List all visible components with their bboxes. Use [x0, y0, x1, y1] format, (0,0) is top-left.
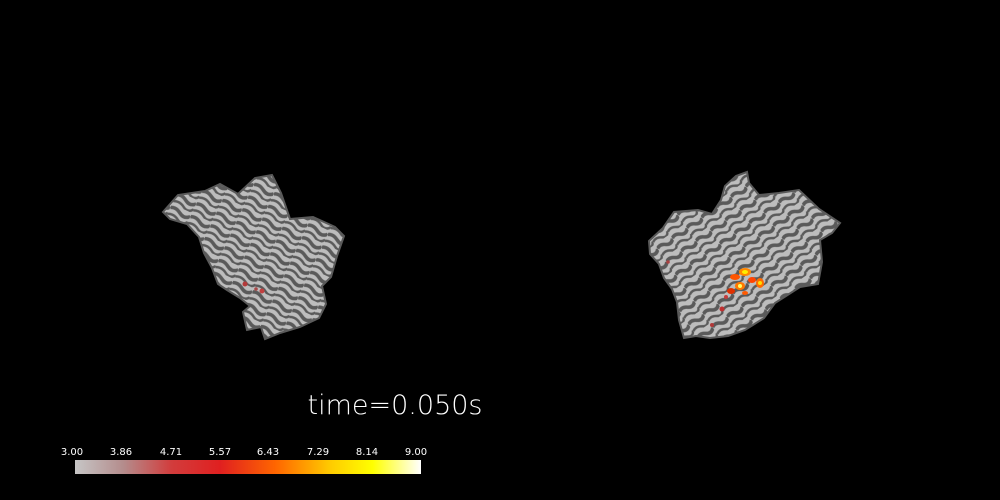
- colorbar-tick: 3.86: [109, 447, 133, 458]
- colorbar-tick: 3.00: [60, 447, 84, 458]
- colorbar-tick: 8.14: [355, 447, 379, 458]
- colorbar-tick: 6.43: [256, 447, 280, 458]
- colorbar-tick: 7.29: [306, 447, 330, 458]
- colorbar-tick: 9.00: [404, 447, 428, 458]
- colorbar: [75, 460, 421, 474]
- right-hemisphere-flatmap: [647, 170, 842, 340]
- time-label: time=0.050s: [307, 390, 483, 421]
- activation-cluster: [666, 260, 764, 327]
- left-hemisphere-flatmap: [161, 173, 346, 341]
- colorbar-ticks: 3.00 3.86 4.71 5.57 6.43 7.29 8.14 9.00: [60, 447, 430, 461]
- colorbar-tick: 5.57: [208, 447, 232, 458]
- colorbar-tick: 4.71: [159, 447, 183, 458]
